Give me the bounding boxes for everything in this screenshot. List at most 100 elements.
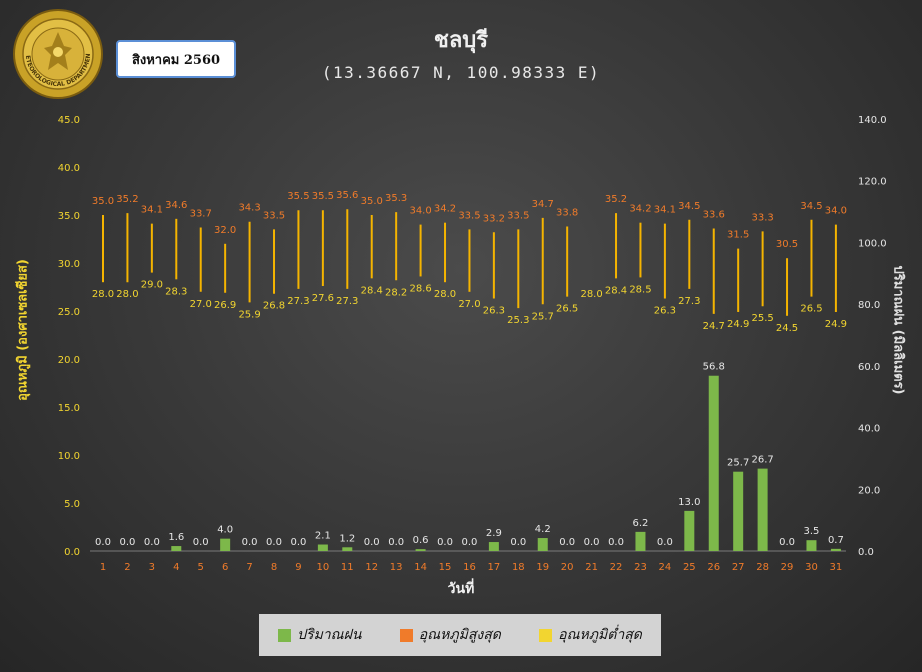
day-tick-label: 2	[124, 562, 130, 573]
tmax-value-label: 33.5	[507, 210, 529, 221]
left-axis-tick-label: 0.0	[64, 547, 80, 558]
chart-title: ชลบุรี	[433, 28, 489, 53]
day-tick-label: 11	[341, 562, 354, 573]
tmax-value-label: 35.0	[92, 196, 114, 207]
rain-value-label: 0.0	[437, 537, 453, 548]
tmin-value-label: 25.5	[751, 313, 773, 324]
left-axis-tick-label: 25.0	[58, 307, 80, 318]
rain-value-label: 0.0	[95, 537, 111, 548]
rain-value-label: 0.0	[584, 537, 600, 548]
chart-subtitle: (13.36667 N, 100.98333 E)	[321, 63, 601, 82]
tmax-value-label: 33.5	[263, 210, 285, 221]
tmax-value-label: 35.6	[336, 190, 358, 201]
rain-value-label: 0.0	[144, 537, 160, 548]
legend-item-tmax: อุณหภูมิสูงสุด	[399, 624, 501, 646]
rain-bar	[342, 547, 353, 551]
day-tick-label: 7	[246, 562, 252, 573]
day-tick-label: 6	[222, 562, 228, 573]
tmin-value-label: 28.6	[409, 283, 431, 294]
rain-value-label: 0.6	[413, 535, 429, 546]
tmax-value-label: 34.0	[825, 206, 847, 217]
tmin-value-label: 25.9	[238, 309, 260, 320]
left-axis-tick-label: 5.0	[64, 499, 80, 510]
rain-bar	[806, 540, 817, 551]
tmax-value-label: 35.2	[116, 194, 138, 205]
tmax-value-label: 30.5	[776, 239, 798, 250]
tmin-value-label: 25.7	[532, 311, 554, 322]
rain-value-label: 0.0	[559, 537, 575, 548]
rain-bar	[220, 538, 231, 551]
day-tick-label: 25	[683, 562, 696, 573]
rain-bar	[537, 538, 548, 551]
tmin-value-label: 28.0	[434, 289, 456, 300]
rain-value-label: 0.0	[657, 537, 673, 548]
legend-label-tmax: อุณหภูมิสูงสุด	[418, 627, 501, 643]
left-axis-tick-label: 45.0	[58, 115, 80, 126]
right-axis-label: ปริมาณฝน (มิลลิเมตร)	[890, 265, 906, 395]
tmax-value-label: 33.5	[458, 210, 480, 221]
rain-value-label: 4.2	[535, 524, 551, 535]
day-tick-label: 13	[390, 562, 403, 573]
tmax-value-label: 34.1	[141, 205, 163, 216]
day-tick-label: 4	[173, 562, 179, 573]
rain-bar	[757, 468, 768, 551]
rain-value-label: 26.7	[751, 455, 773, 466]
day-tick-label: 12	[365, 562, 378, 573]
rain-value-label: 56.8	[703, 362, 725, 373]
day-tick-label: 19	[536, 562, 549, 573]
rain-value-label: 0.0	[608, 537, 624, 548]
tmin-value-label: 28.4	[605, 285, 627, 296]
rain-value-label: 0.0	[193, 537, 209, 548]
day-tick-label: 30	[805, 562, 818, 573]
rain-value-label: 13.0	[678, 497, 700, 508]
right-axis-tick-label: 100.0	[858, 238, 887, 249]
rain-value-label: 0.0	[119, 537, 135, 548]
tmax-value-label: 34.6	[165, 200, 187, 211]
rain-value-label: 2.9	[486, 528, 502, 539]
month-label: สิงหาคม 2560	[131, 52, 221, 68]
day-tick-label: 17	[488, 562, 501, 573]
tmax-value-label: 34.2	[434, 204, 456, 215]
rain-value-label: 0.0	[242, 537, 258, 548]
right-axis-tick-label: 140.0	[858, 115, 887, 126]
meteorological-department-logo: METEOROLOGICAL DEPARTMENT	[12, 8, 103, 99]
tmax-value-label: 34.7	[532, 199, 554, 210]
tmax-value-label: 33.7	[190, 208, 212, 219]
legend-label-tmin: อุณหภูมิต่ำสุด	[558, 627, 642, 643]
tmax-value-label: 31.5	[727, 230, 749, 241]
tmax-value-label: 33.6	[703, 209, 725, 220]
tmax-value-label: 34.0	[409, 206, 431, 217]
tmin-value-label: 24.9	[825, 319, 847, 330]
tmax-value-label: 35.0	[361, 196, 383, 207]
day-tick-label: 9	[295, 562, 301, 573]
rain-value-label: 2.1	[315, 531, 331, 542]
tmin-value-label: 26.3	[654, 306, 676, 317]
rain-value-label: 1.2	[339, 533, 355, 544]
rain-value-label: 0.0	[461, 537, 477, 548]
tmin-value-label: 26.5	[556, 304, 578, 315]
x-axis-label: วันที่	[447, 581, 475, 597]
legend-item-rain: ปริมาณฝน	[278, 624, 361, 646]
rain-value-label: 0.7	[828, 535, 844, 546]
tmin-value-label: 28.0	[92, 289, 114, 300]
tmin-value-label: 27.3	[287, 296, 309, 307]
tmax-value-label: 34.5	[800, 201, 822, 212]
rain-bar	[708, 375, 719, 551]
rain-bar	[830, 548, 841, 551]
tmin-value-label: 26.9	[214, 300, 236, 311]
tmin-value-label: 24.9	[727, 319, 749, 330]
right-axis-tick-label: 20.0	[858, 485, 880, 496]
tmin-value-label: 27.6	[312, 293, 334, 304]
left-axis-label: อุณหภูมิ (องศาเซลเซียส)	[15, 259, 31, 401]
day-tick-label: 10	[317, 562, 330, 573]
day-tick-label: 15	[439, 562, 452, 573]
day-tick-label: 21	[585, 562, 598, 573]
tmax-value-label: 33.8	[556, 208, 578, 219]
tmin-value-label: 27.3	[336, 296, 358, 307]
day-tick-label: 14	[414, 562, 427, 573]
day-tick-label: 16	[463, 562, 476, 573]
rain-value-label: 25.7	[727, 458, 749, 469]
right-axis-tick-label: 0.0	[858, 547, 874, 558]
rain-value-label: 0.0	[510, 537, 526, 548]
